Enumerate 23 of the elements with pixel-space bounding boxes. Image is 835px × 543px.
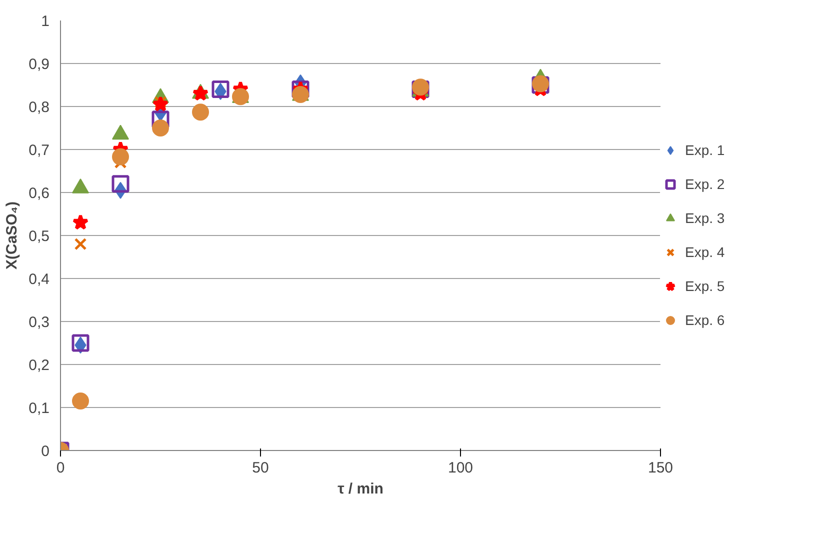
y-tick-label: 0,8 [28,99,50,116]
x-tick-label: 0 [56,460,65,476]
legend-label: Exp. 5 [685,278,725,294]
legend-label: Exp. 6 [685,312,725,328]
y-axis-title: X(CaSO₄) [4,201,21,270]
y-tick-label: 0,4 [28,271,50,288]
legend-label: Exp. 3 [685,210,725,226]
y-tick-label: 0,1 [28,400,50,417]
x-tick-label: 50 [252,460,269,476]
y-tick-label: 0 [41,443,50,460]
legend-label: Exp. 2 [685,176,725,192]
x-tick-label: 100 [448,460,474,476]
legend-label: Exp. 4 [685,244,725,260]
legend-label: Exp. 1 [685,142,725,158]
y-tick-label: 0,5 [28,228,50,245]
y-tick-label: 0,3 [28,314,50,331]
x-axis-title: τ / min [338,480,384,498]
y-tick-label: 0,6 [28,185,50,202]
y-tick-label: 0,9 [28,56,50,73]
y-tick-label: 0,2 [28,357,50,374]
y-tick-label: 0,7 [28,142,50,159]
x-tick-label: 150 [648,460,674,476]
y-tick-label: 1 [41,13,50,30]
